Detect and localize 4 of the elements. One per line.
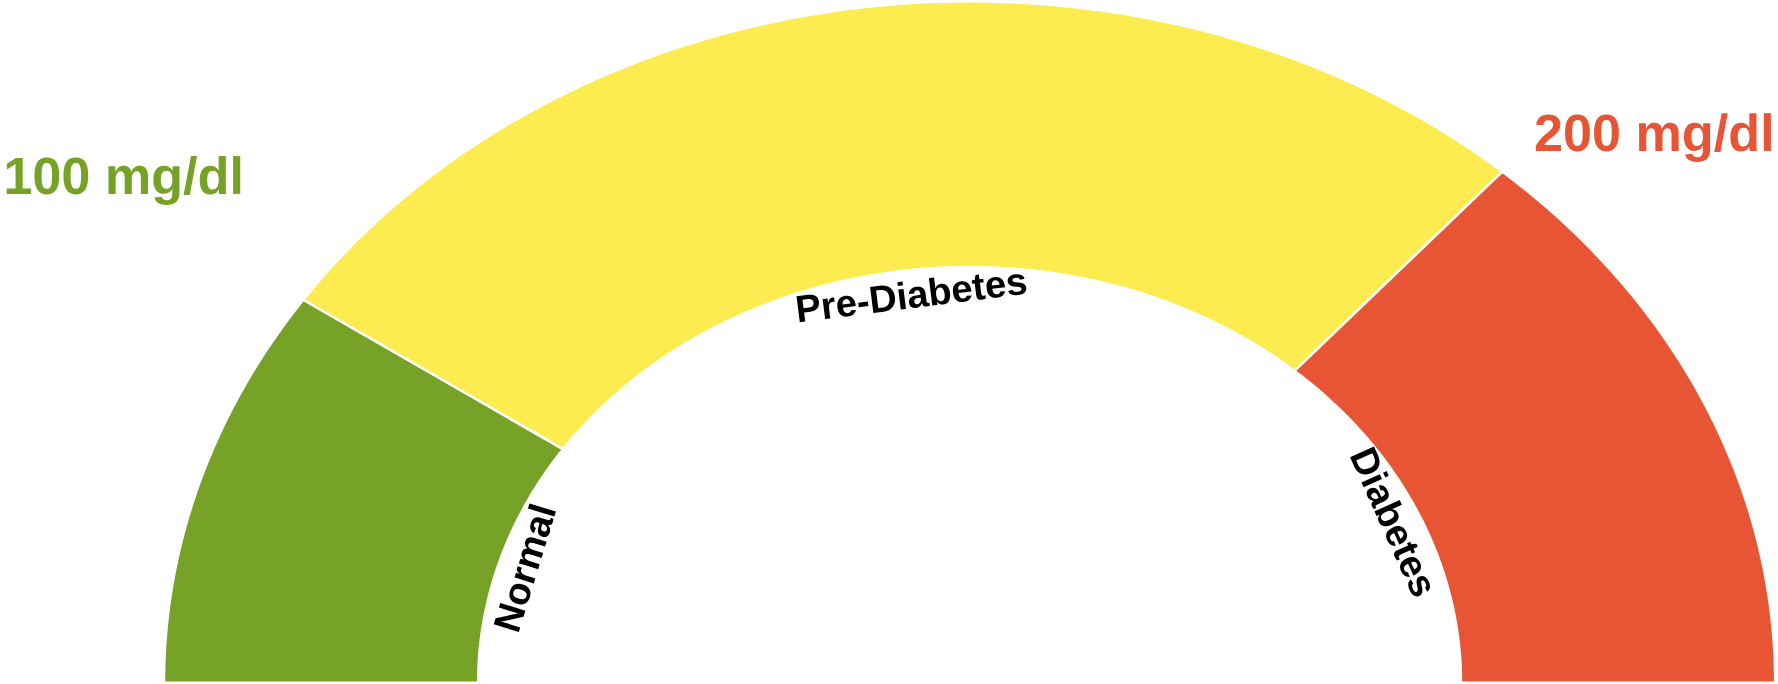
text: 100 mg/dl — [6, 156, 241, 205]
slice-label: Pre-Diabetes — [796, 274, 1027, 323]
text: 200 mg/dl — [1535, 113, 1771, 162]
slice-label: Normal — [493, 503, 556, 633]
